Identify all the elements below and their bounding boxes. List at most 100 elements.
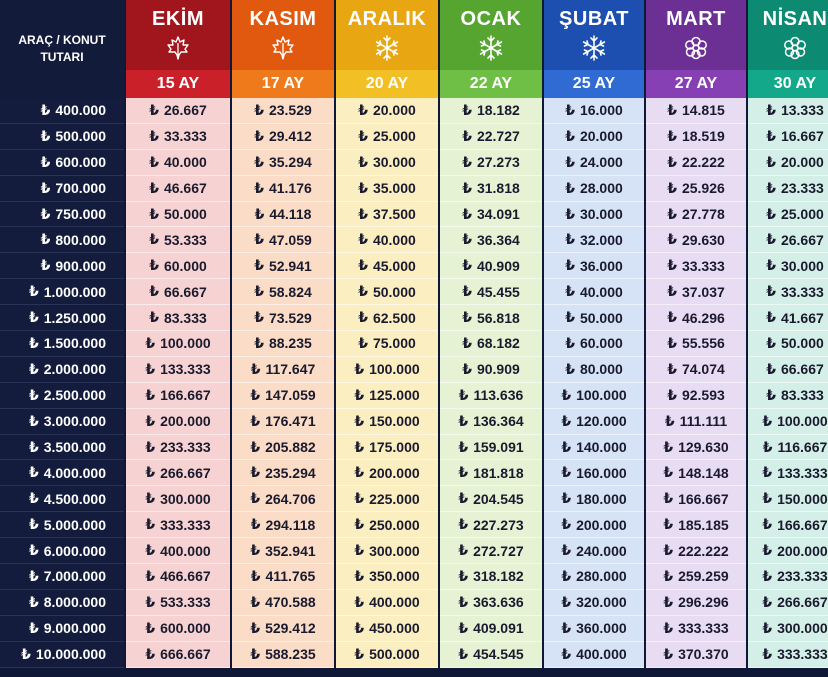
installment-value: 41.176 [268,180,312,197]
currency-symbol: ₺ [28,309,39,326]
installment-value: 318.182 [473,568,524,585]
installment-value: 400.000 [160,542,211,559]
currency-symbol: ₺ [458,412,469,429]
currency-symbol: ₺ [561,464,572,481]
installment-value: 320.000 [576,594,627,611]
currency-symbol: ₺ [762,619,773,636]
installment-value: 30.000 [579,206,623,222]
installment-cell: ₺ 160.000 [544,460,644,487]
installment-value: 22.222 [681,154,725,171]
amount-value: 1.250.000 [43,309,106,326]
installment-value: 25.000 [780,206,824,222]
installment-cell: ₺ 36.000 [544,253,644,280]
installment-cell: ₺ 259.259 [646,564,746,590]
amount-cell: ₺ 1.250.000 [0,305,124,332]
currency-symbol: ₺ [766,127,776,144]
installment-value: 100.000 [369,361,420,378]
installment-cell: ₺ 80.000 [544,356,644,383]
installment-cell: ₺ 83.333 [748,382,828,409]
currency-symbol: ₺ [667,283,677,300]
installment-cell: ₺ 227.273 [440,512,542,539]
currency-symbol: ₺ [354,464,365,481]
installment-value: 33.333 [681,257,725,274]
currency-symbol: ₺ [458,516,469,533]
installment-cell: ₺ 352.941 [232,538,334,565]
installment-value: 20.000 [372,102,416,119]
currency-symbol: ₺ [565,309,575,326]
currency-symbol: ₺ [766,360,776,377]
installment-cell: ₺ 140.000 [544,434,644,461]
month-term: 20 AY [336,70,438,98]
month-name: OCAK [460,8,522,30]
amount-value: 9.000.000 [43,620,106,637]
installment-cell: ₺ 350.000 [336,564,438,590]
installment-value: 240.000 [576,542,627,559]
installment-cell: ₺ 466.667 [126,564,230,590]
installment-value: 300.000 [777,620,828,637]
installment-value: 40.000 [163,154,207,171]
amount-value: 750.000 [55,206,106,222]
installment-cell: ₺ 250.000 [336,512,438,539]
installment-cell: ₺ 45.455 [440,279,542,306]
currency-symbol: ₺ [667,179,677,196]
amount-value: 500.000 [55,128,106,145]
installment-cell: ₺ 35.000 [336,175,438,202]
installment-value: 150.000 [777,490,828,507]
installment-cell: ₺ 166.667 [748,512,828,539]
currency-symbol: ₺ [354,645,365,662]
currency-symbol: ₺ [462,283,472,300]
installment-cell: ₺ 454.545 [440,641,542,668]
currency-symbol: ₺ [766,257,776,274]
installment-cell: ₺ 116.667 [748,434,828,461]
currency-symbol: ₺ [145,619,156,636]
installment-cell: ₺ 166.667 [126,382,230,409]
installment-value: 200.000 [777,542,828,559]
installment-value: 125.000 [369,387,420,404]
installment-cell: ₺ 235.294 [232,460,334,487]
installment-cell: ₺ 56.818 [440,305,542,332]
installment-value: 62.500 [372,309,416,326]
amount-cell: ₺ 3.500.000 [0,434,124,461]
installment-value: 30.000 [780,257,824,274]
installment-value: 360.000 [576,620,627,637]
installment-value: 52.941 [268,257,312,274]
installment-value: 233.333 [160,439,211,456]
installment-cell: ₺ 148.148 [646,460,746,487]
currency-symbol: ₺ [358,257,368,274]
installment-cell: ₺ 18.182 [440,98,542,124]
currency-symbol: ₺ [28,283,39,300]
currency-symbol: ₺ [254,309,264,326]
installment-value: 27.273 [476,154,520,171]
installment-cell: ₺ 50.000 [336,279,438,306]
leaf-icon [164,31,192,67]
installment-cell: ₺ 27.778 [646,201,746,228]
installment-value: 33.333 [163,128,207,145]
installment-cell: ₺ 30.000 [544,201,644,228]
amount-value: 700.000 [55,180,106,197]
installment-cell: ₺ 41.667 [748,305,828,332]
installment-cell: ₺ 470.588 [232,589,334,616]
installment-value: 266.667 [777,594,828,611]
installment-value: 74.074 [681,361,725,378]
snowflake-icon [373,31,401,67]
installment-cell: ₺ 204.545 [440,486,542,513]
installment-cell: ₺ 225.000 [336,486,438,513]
installment-value: 29.630 [681,231,725,248]
installment-value: 266.667 [160,464,211,481]
installment-value: 233.333 [777,568,828,585]
month-header-5: ŞUBAT [544,0,644,70]
leaf-icon [269,31,297,67]
installment-value: 296.296 [678,594,729,611]
currency-symbol: ₺ [250,542,261,559]
installment-cell: ₺ 37.500 [336,201,438,228]
installment-cell: ₺ 40.000 [544,279,644,306]
month-header-6: MART [646,0,746,70]
installment-value: 100.000 [160,335,211,352]
currency-symbol: ₺ [145,360,156,377]
currency-symbol: ₺ [462,179,472,196]
installment-cell: ₺ 29.412 [232,123,334,150]
currency-symbol: ₺ [149,257,159,274]
installment-cell: ₺ 14.815 [646,98,746,124]
currency-symbol: ₺ [358,309,368,326]
installment-cell: ₺ 20.000 [748,149,828,176]
